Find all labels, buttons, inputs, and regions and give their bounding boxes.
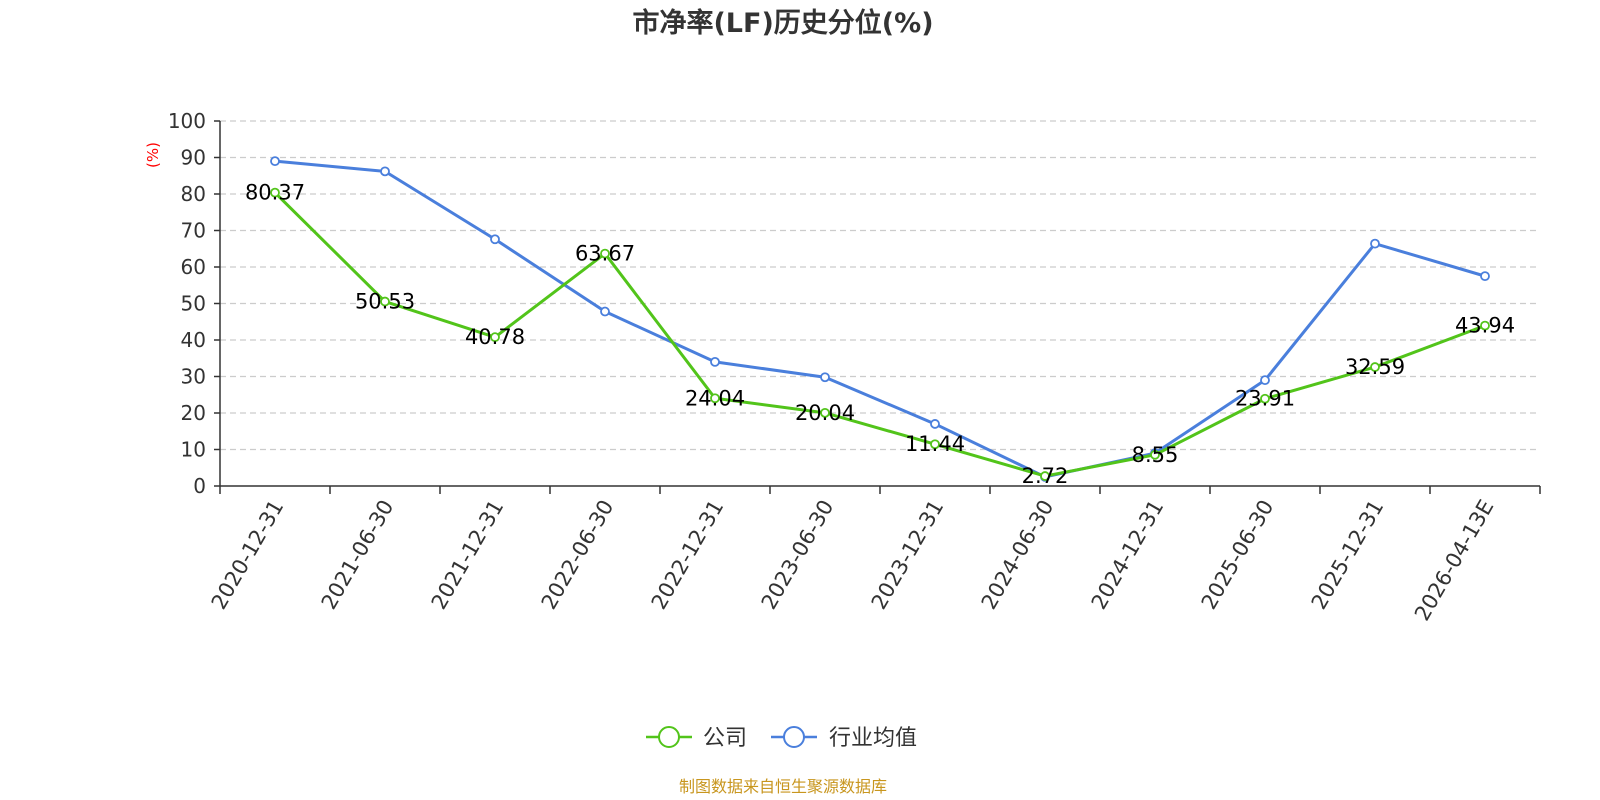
data-point[interactable] [820,372,830,383]
data-point[interactable] [1370,362,1380,372]
y-tick-label: 20 [181,401,206,425]
legend-industry-average-label: 行业均值 [829,726,917,751]
data-point[interactable] [820,407,830,418]
data-point[interactable] [930,419,940,429]
data-point[interactable] [600,248,610,259]
axis-layer: 0 10 20 30 40 50 60 70 80 90 100 2020-12-31 2021-06-… [168,109,1541,625]
data-label: 20.04 [795,401,855,425]
x-tick-label: 2021-06-30 [317,496,399,614]
data-source-note: 制图数据来自恒生聚源数据库 [679,777,887,796]
data-point[interactable] [380,166,390,177]
grid-layer [220,120,1540,451]
data-point[interactable] [710,393,720,404]
data-label: 24.04 [685,386,745,410]
data-point[interactable] [380,296,390,307]
data-point[interactable] [270,156,280,167]
legend-industry-marker-icon [783,726,805,748]
legend-item-industry-average[interactable]: 行业均值 [771,726,917,751]
x-tick-label: 2024-06-30 [977,496,1059,614]
y-tick-label: 0 [193,474,206,498]
data-label: 8.55 [1132,443,1179,467]
data-point[interactable] [930,439,940,450]
legend-company-marker-icon [658,726,680,748]
data-point[interactable] [1150,449,1160,460]
data-label: 40.78 [465,325,525,349]
data-point[interactable] [1260,375,1270,386]
data-label: 80.37 [245,181,305,205]
chart-title: 市净率(LF)历史分位(%) [632,7,933,39]
x-tick-label: 2024-12-31 [1087,496,1169,614]
x-tick-label: 2025-06-30 [1197,496,1279,614]
data-point[interactable] [600,306,610,317]
data-point[interactable] [1480,271,1490,282]
x-tick-label: 2022-12-31 [647,496,729,614]
y-tick-label: 40 [181,328,206,352]
data-point[interactable] [490,234,500,245]
data-point[interactable] [1260,393,1270,404]
data-point[interactable] [1480,320,1490,331]
x-tick-label: 2021-12-31 [427,496,509,614]
data-label: 2.72 [1022,464,1069,488]
data-point[interactable] [1040,471,1050,481]
y-tick-label: 50 [181,292,206,316]
x-tick-label: 2025-12-31 [1307,496,1389,614]
y-tick-label: 60 [181,255,206,279]
data-label: 32.59 [1345,355,1405,379]
legend: 公司 行业均值 [646,726,917,751]
series-line [273,191,1486,478]
data-label: 63.67 [575,242,635,266]
data-label: 43.94 [1455,314,1515,338]
y-tick-label: 90 [181,146,206,170]
y-tick-label: 10 [181,438,206,462]
x-tick-label: 2020-12-31 [207,496,289,614]
x-tick-label: 2022-06-30 [537,496,619,614]
data-label-layer: 80.37 50.53 40.78 63.67 24.04 20.04 11.44 2.72 8… [245,181,1515,488]
data-label: 50.53 [355,290,415,314]
x-tick-label: 2023-12-31 [867,496,949,614]
series-layer [270,156,1490,482]
legend-item-company[interactable]: 公司 [646,726,747,751]
data-point[interactable] [270,187,280,198]
series-line [274,159,1486,479]
data-point[interactable] [710,356,720,367]
data-label: 23.91 [1235,387,1295,411]
x-tick-label: 2026-04-13E [1410,496,1498,625]
y-tick-label: 80 [181,182,206,206]
y-tick-label: 70 [181,219,206,243]
y-tick-label: 30 [181,365,206,389]
data-label: 11.44 [905,432,965,456]
data-point[interactable] [1370,238,1380,249]
data-point[interactable] [490,332,500,343]
x-tick-label: 2023-06-30 [757,496,839,614]
y-tick-label: 100 [168,109,206,133]
legend-company-label: 公司 [703,726,747,751]
y-axis-unit-label: (%) [144,142,162,168]
